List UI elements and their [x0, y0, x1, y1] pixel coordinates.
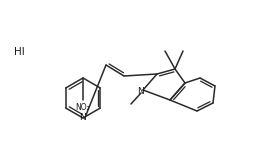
Text: N: N — [80, 114, 86, 123]
Text: N: N — [138, 86, 144, 95]
Text: NO₂: NO₂ — [76, 103, 90, 112]
Text: HI: HI — [14, 47, 25, 57]
